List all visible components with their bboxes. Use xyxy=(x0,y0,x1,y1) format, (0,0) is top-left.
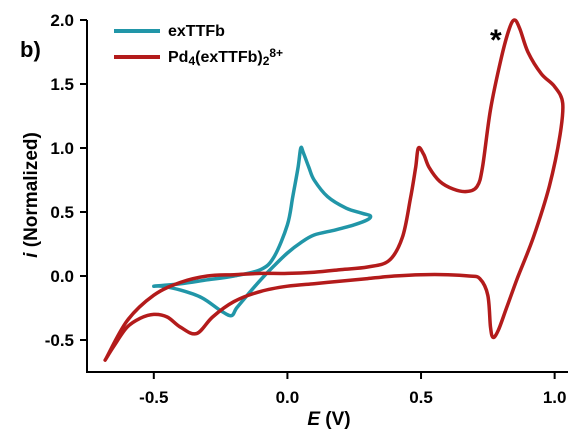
y-tick-label: 1.5 xyxy=(50,75,74,94)
y-tick-label: 2.0 xyxy=(50,11,74,30)
annotation-asterisk: * xyxy=(490,24,502,57)
axes xyxy=(86,20,568,373)
x-ticks: -0.5 0.0 0.5 1.0 xyxy=(139,372,566,407)
legend-label: exTTFb xyxy=(168,23,225,40)
y-tick-label: 1.0 xyxy=(50,139,74,158)
panel-label: b) xyxy=(20,37,41,62)
y-tick-label: -0.5 xyxy=(45,331,74,350)
series-line-pd4-exttfb2 xyxy=(103,18,565,362)
x-tick-label: -0.5 xyxy=(139,388,168,407)
y-tick-label: 0.0 xyxy=(50,267,74,286)
x-tick-label: 0.5 xyxy=(409,388,433,407)
y-axis-title: i (Normalized) xyxy=(21,132,42,258)
plot-lines xyxy=(103,18,565,362)
legend-label: Pd4(exTTFb)28+ xyxy=(168,46,283,68)
y-tick-label: 0.5 xyxy=(50,203,74,222)
series-line-exttfb xyxy=(152,145,373,318)
x-tick-label: 0.0 xyxy=(276,388,300,407)
x-tick-label: 1.0 xyxy=(543,388,567,407)
x-axis-title: E (V) xyxy=(307,409,350,430)
y-ticks: -0.5 0.0 0.5 1.0 1.5 2.0 xyxy=(45,11,87,350)
legend: exTTFb Pd4(exTTFb)28+ xyxy=(114,23,283,68)
